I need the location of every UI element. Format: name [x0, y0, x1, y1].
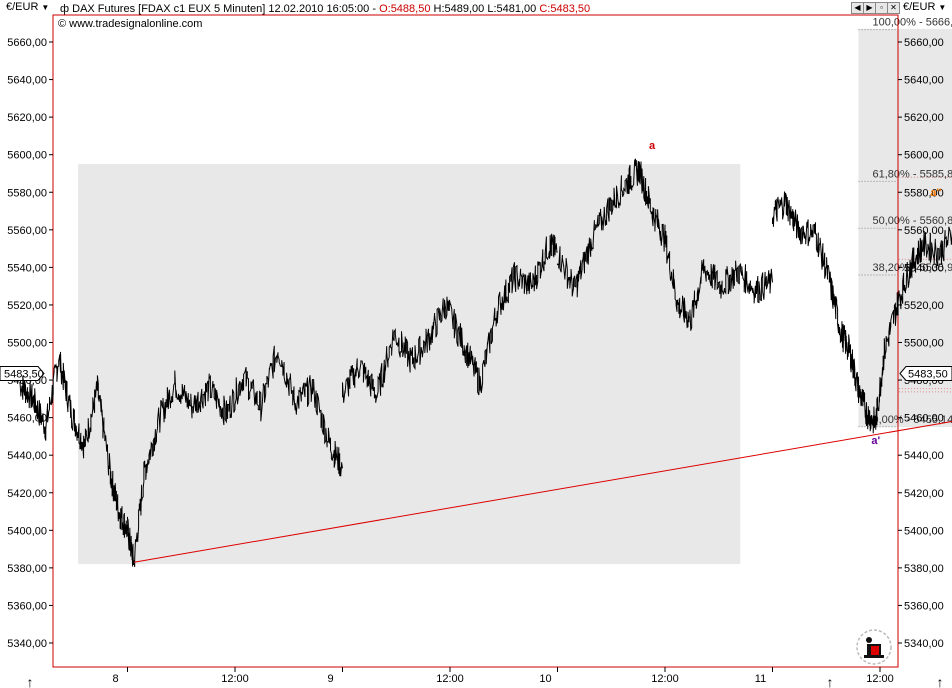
y-tick-label-right: 5460,00 — [904, 413, 944, 425]
currency-label-left: €/EUR — [6, 1, 39, 13]
y-tick-label-right: 5560,00 — [904, 225, 944, 237]
axis-arrow-mid: ↑ — [827, 674, 834, 688]
open-price: O:5488,50 — [379, 3, 431, 15]
y-tick-label-left: 5440,00 — [7, 450, 47, 462]
y-tick-label-right: 5400,00 — [904, 525, 944, 537]
last-price-label-left: 5483,50 — [4, 368, 44, 380]
currency-selector-right[interactable]: €/EUR ▼ — [903, 1, 946, 13]
last-price-marker-left — [0, 365, 45, 381]
y-tick-label-right: 5580,00 — [904, 187, 944, 199]
y-tick-label-left: 5580,00 — [7, 187, 47, 199]
last-price-label-right: 5483,50 — [908, 368, 948, 380]
y-tick-label-right: 5620,00 — [904, 112, 944, 124]
y-tick-label-right: 5440,00 — [904, 450, 944, 462]
wave-label: a' — [871, 435, 880, 447]
wave-label: a — [649, 140, 656, 152]
y-tick-label-right: 5380,00 — [904, 563, 944, 575]
price-series-session-2 — [127, 345, 343, 568]
axis-arrow-right: ↑ — [937, 674, 944, 688]
instrument-title: DAX Futures [FDAX c1 EUX 5 Minuten] 12.0… — [72, 3, 377, 15]
y-tick-label-right: 5360,00 — [904, 600, 944, 612]
currency-label-right: €/EUR — [903, 1, 936, 13]
x-tick-label: 12:00 — [436, 673, 464, 685]
trend-line — [133, 420, 952, 563]
chevron-down-icon: ▼ — [938, 3, 947, 12]
level-label: 100,00% - 5666,58 — [873, 17, 952, 29]
price-series-session-1 — [19, 351, 128, 538]
y-tick-label-left: 5500,00 — [7, 338, 47, 350]
y-tick-label-right: 5340,00 — [904, 638, 944, 650]
y-tick-label-right: 5640,00 — [904, 75, 944, 87]
y-tick-label-left: 5380,00 — [7, 563, 47, 575]
y-tick-label-left: 5340,00 — [7, 638, 47, 650]
x-tick-label: 9 — [327, 673, 333, 685]
chart-header: ф DAX Futures [FDAX c1 EUX 5 Minuten] 12… — [60, 3, 590, 15]
x-tick-label: 8 — [112, 673, 118, 685]
y-tick-label-right: 5500,00 — [904, 338, 944, 350]
price-series-session-4 — [557, 158, 773, 331]
wave-label: a'' — [930, 187, 942, 199]
y-tick-label-left: 5540,00 — [7, 262, 47, 274]
x-tick-label: 12:00 — [651, 673, 679, 685]
x-tick-label: 11 — [755, 673, 766, 685]
y-tick-label-left: 5360,00 — [7, 600, 47, 612]
currency-selector-left[interactable]: €/EUR ▼ — [6, 1, 49, 13]
y-tick-label-left: 5600,00 — [7, 150, 47, 162]
copyright-text: © www.tradesignalonline.com — [58, 18, 203, 30]
y-tick-label-left: 5520,00 — [7, 300, 47, 312]
high-low-price: H:5489,00 L:5481,00 — [433, 3, 537, 15]
axis-arrow-left: ↑ — [27, 674, 34, 688]
y-tick-label-right: 5600,00 — [904, 150, 944, 162]
tradesignal-logo-icon — [856, 629, 892, 665]
y-tick-label-left: 5620,00 — [7, 112, 47, 124]
y-tick-label-left: 5660,00 — [7, 37, 47, 49]
y-tick-label-left: 5640,00 — [7, 75, 47, 87]
close-icon[interactable]: ✕ — [887, 2, 900, 14]
chevron-down-icon: ▼ — [41, 3, 50, 12]
instrument-icon: ф — [60, 3, 70, 15]
y-tick-label-left: 5560,00 — [7, 225, 47, 237]
level-label: 50,00% - 5560,86 — [873, 215, 952, 227]
price-series-session-5 — [772, 191, 952, 434]
x-tick-label: 10 — [539, 673, 551, 685]
plot-frame — [52, 14, 899, 668]
x-tick-label: 12:00 — [866, 673, 894, 685]
y-tick-label-right: 5660,00 — [904, 37, 944, 49]
x-tick-label: 12:00 — [221, 673, 249, 685]
level-label: 0,00% - 5455,14 — [873, 414, 952, 426]
last-price-marker-right — [899, 365, 952, 381]
y-tick-label-right: 5420,00 — [904, 488, 944, 500]
close-price: C:5483,50 — [539, 3, 591, 15]
y-tick-label-left: 5400,00 — [7, 525, 47, 537]
level-label: 61,80% - 5585,81 — [873, 168, 952, 180]
y-tick-label-left: 5420,00 — [7, 488, 47, 500]
price-series-session-3 — [342, 233, 558, 403]
y-tick-label-right: 5520,00 — [904, 300, 944, 312]
